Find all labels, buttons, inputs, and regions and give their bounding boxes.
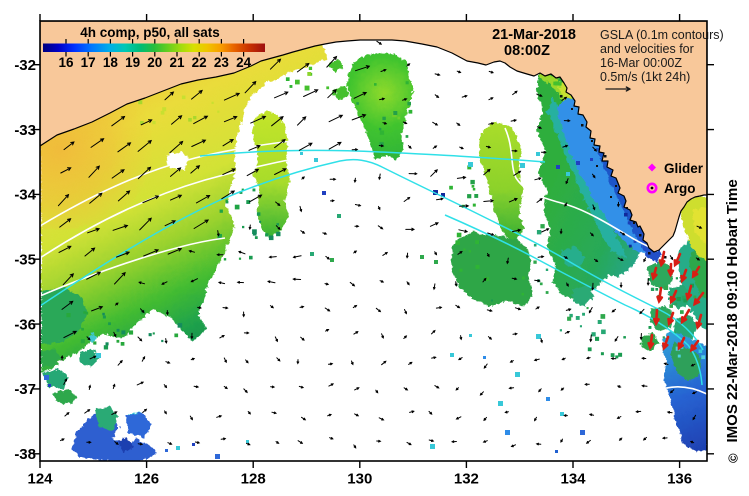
svg-text:-33: -33	[14, 122, 36, 139]
svg-text:0.5m/s (1kt 24h): 0.5m/s (1kt 24h)	[600, 70, 690, 84]
svg-text:GSLA (0.1m contours): GSLA (0.1m contours)	[600, 28, 724, 42]
svg-text:Glider: Glider	[664, 161, 704, 176]
svg-text:18: 18	[103, 55, 119, 70]
svg-text:16: 16	[58, 55, 74, 70]
svg-text:and velocities for: and velocities for	[600, 42, 694, 56]
svg-text:124: 124	[27, 471, 53, 488]
svg-text:19: 19	[125, 55, 140, 70]
svg-text:21-Mar-2018: 21-Mar-2018	[492, 27, 576, 43]
svg-text:4h comp, p50, all sats: 4h comp, p50, all sats	[80, 25, 220, 40]
svg-text:17: 17	[81, 55, 96, 70]
svg-text:-32: -32	[14, 57, 36, 74]
svg-text:IMOS 22-Mar-2018 09:10 Hobart: IMOS 22-Mar-2018 09:10 Hobart Time	[724, 179, 741, 442]
svg-text:23: 23	[214, 55, 230, 70]
svg-text:©: ©	[726, 453, 741, 463]
svg-text:08:00Z: 08:00Z	[504, 43, 550, 59]
svg-text:-37: -37	[14, 381, 36, 398]
svg-text:-38: -38	[14, 446, 36, 463]
svg-text:-34: -34	[14, 187, 36, 204]
svg-text:130: 130	[347, 471, 372, 488]
svg-text:24: 24	[236, 55, 252, 70]
svg-text:128: 128	[241, 471, 266, 488]
svg-text:136: 136	[667, 471, 692, 488]
svg-text:132: 132	[454, 471, 479, 488]
svg-text:22: 22	[192, 55, 207, 70]
svg-text:16-Mar 00:00Z: 16-Mar 00:00Z	[600, 56, 682, 70]
svg-text:-35: -35	[14, 251, 36, 268]
svg-text:126: 126	[134, 471, 159, 488]
svg-text:21: 21	[169, 55, 185, 70]
svg-text:20: 20	[147, 55, 162, 70]
svg-text:Argo: Argo	[664, 181, 696, 196]
svg-text:-36: -36	[14, 316, 36, 333]
svg-text:134: 134	[560, 471, 586, 488]
